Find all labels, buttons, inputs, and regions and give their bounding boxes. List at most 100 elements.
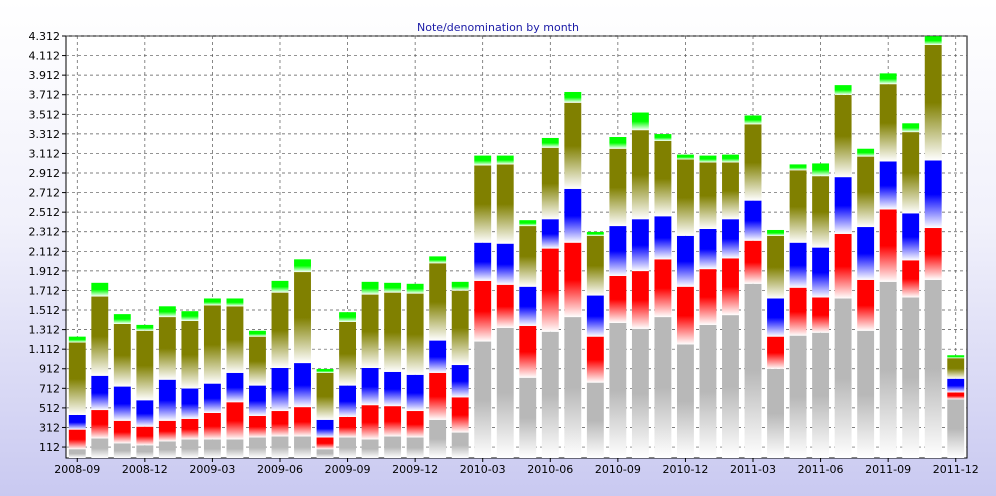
y-tick-label: 312 <box>39 421 60 434</box>
y-tick-label: 2.312 <box>29 226 61 239</box>
bar-segment <box>68 449 86 458</box>
bar-segment <box>271 411 289 437</box>
bar-segment <box>564 317 582 458</box>
bar-segment <box>406 374 424 412</box>
bar-segment <box>879 161 897 210</box>
bar-stack <box>316 368 334 458</box>
bar-segment <box>339 416 357 438</box>
bar-stack <box>541 137 559 458</box>
bar-segment <box>879 209 897 282</box>
bar-segment <box>339 321 357 386</box>
bar-segment <box>384 282 402 293</box>
bar-stack <box>744 115 762 458</box>
bar-stack <box>699 155 717 458</box>
bar-segment <box>249 330 266 337</box>
x-axis: 2008-09 2008-12 2009-03 2009-06 2009-09 2009-… <box>54 458 979 476</box>
bar-stack <box>924 36 942 458</box>
bar-segment <box>451 397 469 433</box>
bar-segment <box>316 449 334 458</box>
bar-segment <box>316 419 334 438</box>
bar-segment <box>271 436 289 458</box>
bar-segment <box>812 163 830 177</box>
bar-stack <box>947 355 965 458</box>
bar-segment <box>91 375 109 411</box>
bar-segment <box>609 322 627 458</box>
y-tick-label: 712 <box>39 382 60 395</box>
bar-segment <box>699 155 717 163</box>
x-tick-label: 2010-06 <box>527 463 573 476</box>
bar-segment <box>226 298 244 307</box>
bar-segment <box>294 407 311 437</box>
bar-stack <box>722 154 739 458</box>
bar-segment <box>271 292 289 368</box>
bar-segment <box>767 368 784 458</box>
x-tick-label: 2010-09 <box>595 463 641 476</box>
bar-segment <box>586 382 604 458</box>
bar-segment <box>158 306 176 318</box>
bar-segment <box>339 437 357 458</box>
y-tick-label: 1.712 <box>29 284 61 297</box>
bar-segment <box>226 306 244 373</box>
bar-segment <box>924 45 942 161</box>
bar-segment <box>834 177 852 234</box>
bar-segment <box>429 419 447 458</box>
bar-segment <box>136 330 154 401</box>
bar-segment <box>203 298 221 306</box>
bar-segment <box>316 437 334 450</box>
bar-segment <box>541 331 559 458</box>
bar-segment <box>451 290 469 366</box>
bar-segment <box>609 226 627 276</box>
y-tick-label: 3.712 <box>29 89 61 102</box>
bar-segment <box>699 324 717 458</box>
bar-segment <box>722 219 739 259</box>
bar-segment <box>541 147 559 220</box>
bar-segment <box>564 242 582 318</box>
y-tick-label: 3.112 <box>29 147 61 160</box>
bar-segment <box>744 200 762 241</box>
bar-segment <box>68 414 86 430</box>
bar-segment <box>429 340 447 373</box>
bar-segment <box>429 256 447 264</box>
x-tick-label: 2009-12 <box>392 463 438 476</box>
bar-segment <box>136 324 154 331</box>
bar-stack <box>203 298 221 458</box>
bar-segment <box>158 420 176 442</box>
bar-segment <box>294 259 311 273</box>
bar-segment <box>519 220 537 227</box>
bar-segment <box>384 436 402 458</box>
bar-stack <box>812 163 830 458</box>
bar-segment <box>496 284 514 328</box>
bar-segment <box>857 156 875 228</box>
bar-segment <box>924 228 942 280</box>
bar-segment <box>136 400 154 427</box>
bar-segment <box>744 115 762 125</box>
bar-segment <box>586 231 604 236</box>
bar-stack <box>834 85 852 458</box>
y-tick-label: 3.912 <box>29 69 61 82</box>
bar-segment <box>384 292 402 372</box>
bar-segment <box>181 439 199 458</box>
bar-segment <box>857 148 875 157</box>
bar-stack <box>451 281 469 458</box>
bar-segment <box>316 372 334 420</box>
bar-segment <box>722 154 739 163</box>
bar-stack <box>181 311 199 458</box>
bar-segment <box>722 162 739 220</box>
bar-segment <box>857 227 875 280</box>
bar-segment <box>902 213 920 261</box>
bar-segment <box>834 298 852 458</box>
bar-segment <box>857 279 875 331</box>
bar-segment <box>113 314 131 324</box>
bar-segment <box>924 279 942 458</box>
bar-segment <box>564 102 582 189</box>
bar-segment <box>676 344 694 458</box>
bar-segment <box>789 170 807 243</box>
bar-segment <box>496 243 514 285</box>
bar-segment <box>451 365 469 398</box>
bar-segment <box>474 165 492 243</box>
bar-segment <box>947 355 965 359</box>
bar-segment <box>631 130 649 220</box>
bar-segment <box>474 155 492 166</box>
bar-segment <box>203 383 221 413</box>
bar-segment <box>767 336 784 369</box>
